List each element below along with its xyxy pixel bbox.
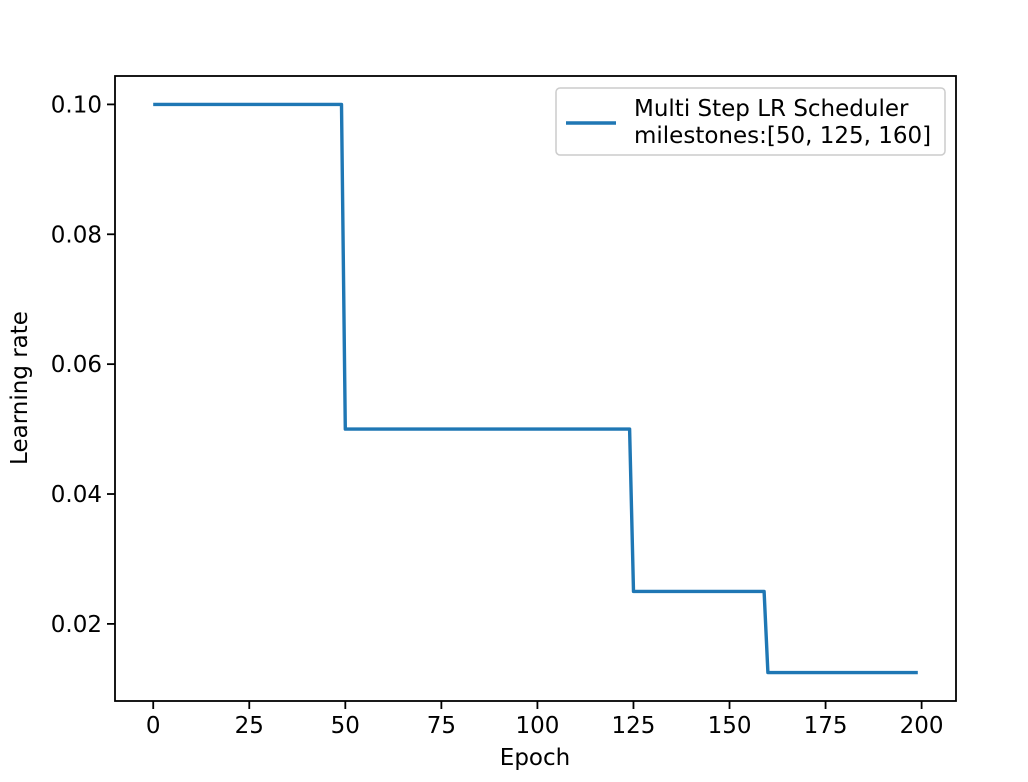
legend: Multi Step LR Scheduler milestones:[50, … — [555, 87, 946, 156]
y-tick-label: 0.04 — [51, 482, 102, 508]
x-tick-label: 150 — [708, 713, 752, 739]
x-axis-label: Epoch — [500, 745, 570, 771]
x-tick-label: 175 — [804, 713, 848, 739]
plot-border — [114, 75, 957, 702]
x-tick-label: 75 — [427, 713, 456, 739]
x-tick-label: 0 — [146, 713, 161, 739]
y-tick-label: 0.02 — [51, 612, 102, 638]
x-tick-label: 25 — [235, 713, 264, 739]
x-tick-label: 200 — [900, 713, 944, 739]
legend-label-line2: milestones:[50, 125, 160] — [634, 123, 931, 149]
legend-label-line1: Multi Step LR Scheduler — [634, 96, 909, 122]
y-tick-label: 0.06 — [51, 352, 102, 378]
legend-box — [555, 87, 946, 156]
plot-generated-layer: 0 25 50 75 100 125 150 175 200 0.02 0.04 0.06 0.08 0.… — [51, 92, 944, 739]
x-tick-label: 125 — [612, 713, 656, 739]
y-axis-label: Learning rate — [7, 311, 33, 465]
y-tick-label: 0.10 — [51, 92, 102, 118]
y-tick-label: 0.08 — [51, 222, 102, 248]
x-tick-label: 50 — [331, 713, 360, 739]
x-tick-label: 100 — [515, 713, 559, 739]
lr-curve — [153, 102, 918, 675]
